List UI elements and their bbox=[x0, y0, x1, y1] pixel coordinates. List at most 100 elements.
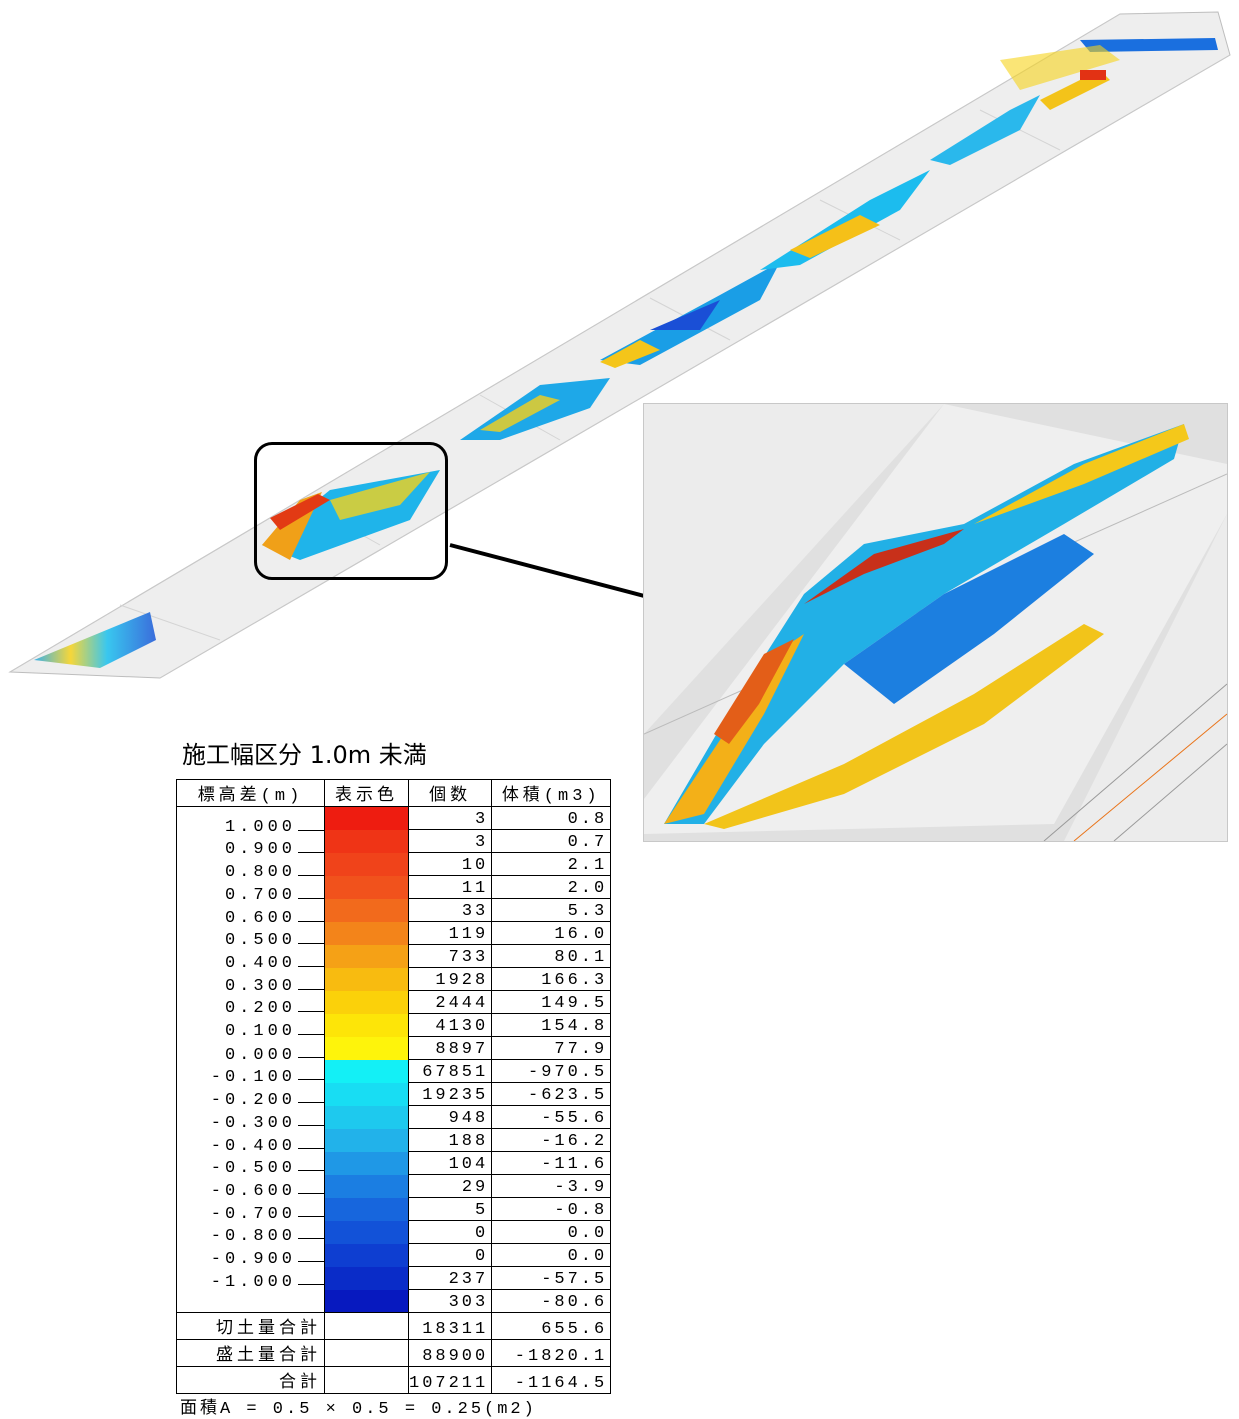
tick-mark bbox=[298, 897, 324, 899]
tick-label: -0.100 bbox=[210, 1068, 296, 1088]
tick-mark bbox=[298, 1079, 324, 1081]
tick-mark bbox=[298, 1170, 324, 1172]
legend-row: 948 -55.6 bbox=[177, 1105, 612, 1130]
total-label: 合計 bbox=[176, 1366, 325, 1395]
volume-cell: -16.2 bbox=[491, 1128, 612, 1153]
tick-mark bbox=[298, 988, 324, 990]
color-swatch bbox=[324, 967, 409, 991]
count-cell: 67851 bbox=[407, 1059, 493, 1084]
tick-label: 0.800 bbox=[224, 863, 296, 883]
volume-cell: -57.5 bbox=[491, 1266, 612, 1291]
volume-cell: 0.0 bbox=[491, 1243, 612, 1268]
color-swatch bbox=[324, 1151, 409, 1175]
volume-cell: 154.8 bbox=[491, 1013, 612, 1038]
tick-label: -0.500 bbox=[210, 1159, 296, 1179]
count-cell: 29 bbox=[407, 1174, 493, 1199]
color-swatch bbox=[324, 1128, 409, 1152]
volume-cell: 166.3 bbox=[491, 967, 612, 992]
legend-header-row: 標高差(m) 表示色 個数 体積(m3) bbox=[176, 779, 612, 807]
tick-label: 0.600 bbox=[224, 908, 296, 928]
color-swatch bbox=[324, 1220, 409, 1244]
header-elevation-diff: 標高差(m) bbox=[176, 779, 325, 807]
count-cell: 4130 bbox=[407, 1013, 493, 1038]
legend-row: 733 80.1 bbox=[177, 944, 612, 969]
count-cell: 303 bbox=[407, 1289, 493, 1314]
tick-label: -0.800 bbox=[210, 1227, 296, 1247]
volume-cell: 149.5 bbox=[491, 990, 612, 1015]
tick-mark bbox=[298, 1192, 324, 1194]
color-swatch bbox=[324, 921, 409, 945]
header-display-color: 表示色 bbox=[324, 779, 409, 807]
volume-cell: 0.0 bbox=[491, 1220, 612, 1245]
count-cell: 3 bbox=[407, 829, 493, 854]
volume-cell: 16.0 bbox=[491, 921, 612, 946]
total-volume: -1164.5 bbox=[491, 1366, 612, 1395]
color-swatch bbox=[324, 1174, 409, 1198]
tick-label: -0.200 bbox=[210, 1091, 296, 1111]
total-row-fill: 盛土量合計 88900 -1820.1 bbox=[176, 1339, 612, 1368]
total-volume: 655.6 bbox=[491, 1312, 612, 1341]
tick-mark bbox=[298, 1034, 324, 1035]
tick-mark bbox=[298, 875, 324, 877]
volume-cell: 0.7 bbox=[491, 829, 612, 854]
total-volume: -1820.1 bbox=[491, 1339, 612, 1368]
color-swatch bbox=[324, 852, 409, 876]
tick-label: 1.000 bbox=[224, 817, 296, 837]
zoomed-inset-view bbox=[643, 403, 1228, 842]
tick-label: 0.900 bbox=[224, 840, 296, 860]
total-count: 107211 bbox=[407, 1366, 493, 1395]
total-label: 切土量合計 bbox=[176, 1312, 325, 1341]
elevation-scale: 1.000 0.900 0.800 0.700 0.600 0.500 0.400 0.300… bbox=[176, 805, 325, 1314]
tick-label: -0.700 bbox=[210, 1204, 296, 1224]
count-cell: 3 bbox=[407, 805, 493, 831]
count-cell: 119 bbox=[407, 921, 493, 946]
tick-label: -0.400 bbox=[210, 1136, 296, 1156]
volume-cell: -11.6 bbox=[491, 1151, 612, 1176]
volume-cell: -970.5 bbox=[491, 1059, 612, 1084]
tick-mark bbox=[298, 1238, 324, 1240]
color-swatch bbox=[324, 1036, 409, 1060]
color-swatch bbox=[324, 1266, 409, 1290]
tick-label: 0.700 bbox=[224, 885, 296, 905]
inset-cells bbox=[664, 424, 1189, 829]
total-count: 18311 bbox=[407, 1312, 493, 1341]
tick-label: -0.600 bbox=[210, 1181, 296, 1201]
tick-label: 0.100 bbox=[224, 1022, 296, 1041]
count-cell: 948 bbox=[407, 1105, 493, 1130]
volume-cell: -3.9 bbox=[491, 1174, 612, 1199]
legend-row: 2444 149.5 bbox=[177, 990, 612, 1015]
count-cell: 33 bbox=[407, 898, 493, 923]
volume-cell: 2.1 bbox=[491, 852, 612, 877]
header-volume: 体積(m3) bbox=[491, 779, 612, 807]
volume-cell: 80.1 bbox=[491, 944, 612, 969]
color-swatch bbox=[324, 898, 409, 922]
legend-row: 1.000 0.900 0.800 0.700 0.600 0.500 0.400 0.300… bbox=[176, 805, 612, 1314]
3d-terrain-view bbox=[8, 11, 1231, 679]
tick-mark bbox=[298, 1124, 324, 1126]
legend-row: 0 0.0 bbox=[177, 1220, 612, 1245]
area-formula: 面積A = 0.5 × 0.5 = 0.25(m2) bbox=[180, 1400, 537, 1419]
tick-label: -0.900 bbox=[210, 1250, 296, 1269]
legend-row: 10 2.1 bbox=[177, 852, 612, 877]
tick-mark bbox=[298, 965, 324, 967]
legend-row: 4130 154.8 bbox=[177, 1013, 612, 1038]
total-label: 盛土量合計 bbox=[176, 1339, 325, 1368]
legend-row: 8897 77.9 bbox=[177, 1036, 612, 1061]
tick-mark bbox=[298, 1283, 324, 1285]
count-cell: 0 bbox=[407, 1220, 493, 1245]
volume-cell: -623.5 bbox=[491, 1082, 612, 1107]
volume-cell: -55.6 bbox=[491, 1105, 612, 1130]
tick-label: 0.400 bbox=[224, 953, 296, 973]
total-row-grand: 合計 107211 -1164.5 bbox=[176, 1366, 612, 1395]
total-count: 88900 bbox=[407, 1339, 493, 1368]
volume-cell: 0.8 bbox=[491, 805, 612, 831]
total-row-cut: 切土量合計 18311 655.6 bbox=[176, 1312, 612, 1341]
tick-mark bbox=[298, 943, 324, 945]
tick-mark bbox=[298, 1102, 324, 1104]
count-cell: 237 bbox=[407, 1266, 493, 1291]
callout-box bbox=[254, 442, 448, 580]
count-cell: 1928 bbox=[407, 967, 493, 992]
tick-mark bbox=[298, 829, 324, 831]
tick-label: -0.300 bbox=[210, 1113, 296, 1133]
color-swatch bbox=[324, 1082, 409, 1106]
